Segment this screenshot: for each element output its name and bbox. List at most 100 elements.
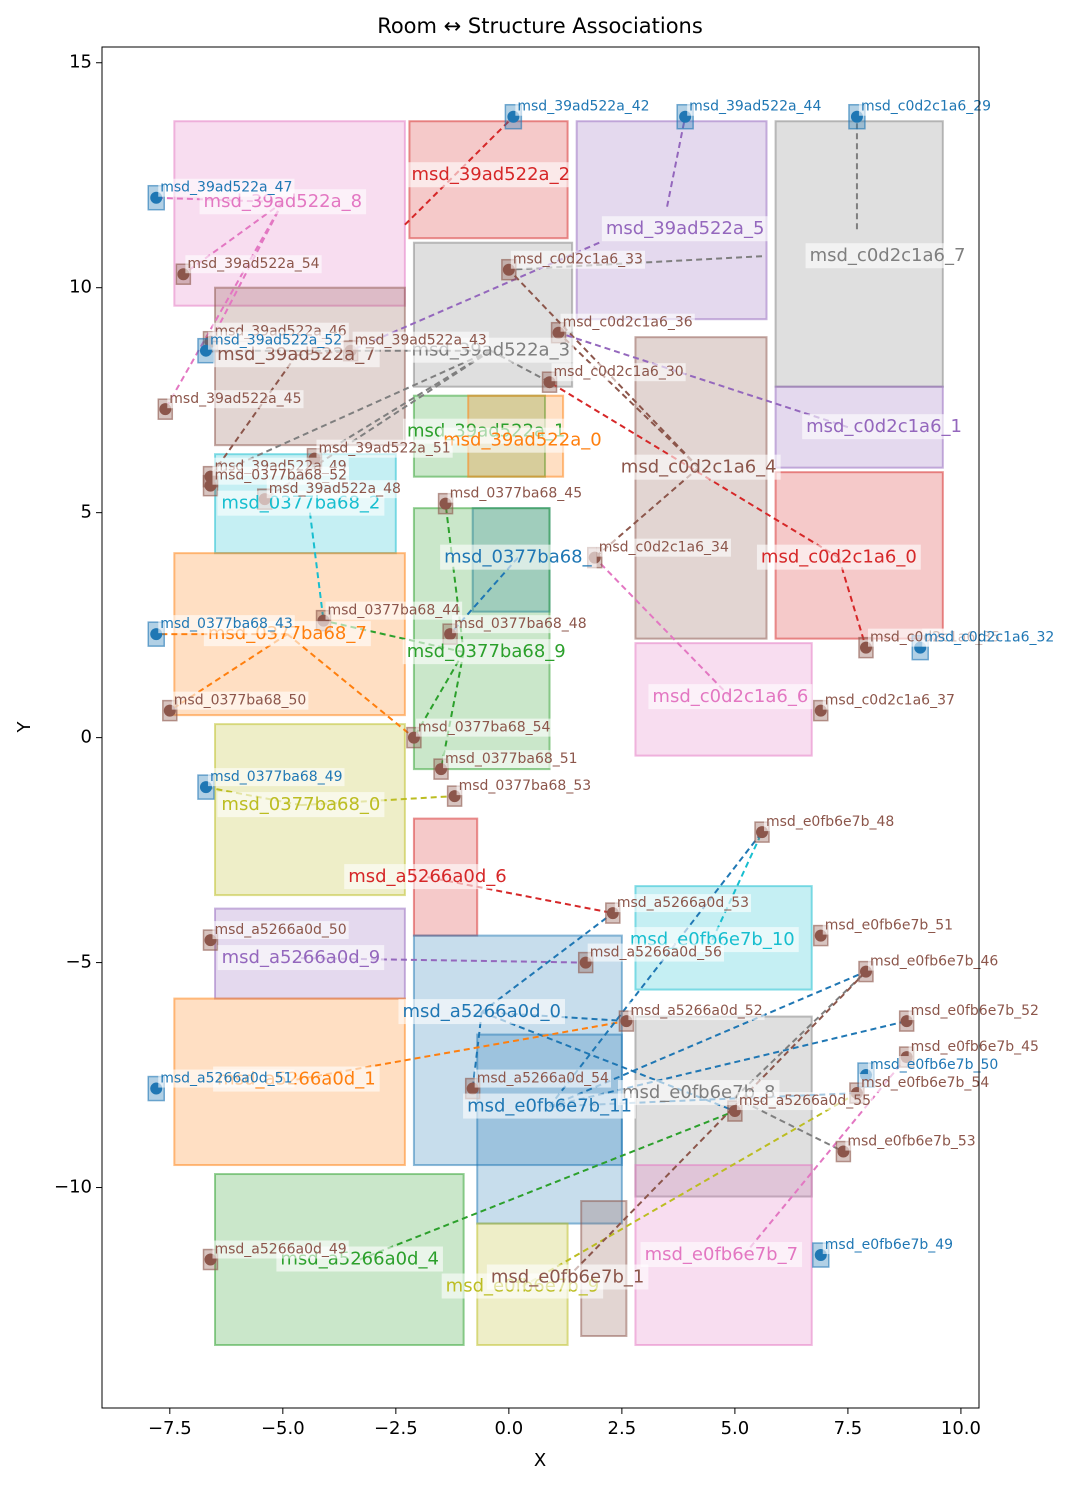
y-axis: −10 −5 0 5 10 15	[54, 52, 102, 1198]
structure-label-group-msd-0377ba68-51: msd_0377ba68_51	[443, 750, 580, 769]
structure-label-msd-c0d2c1a6-37: msd_c0d2c1a6_37	[825, 693, 955, 709]
structure-label-msd-0377ba68-43: msd_0377ba68_43	[160, 616, 293, 632]
structure-label-group-msd-e0fb6e7b-50: msd_e0fb6e7b_50	[867, 1056, 1001, 1075]
structure-label-box	[171, 691, 309, 710]
structure-label-msd-a5266a0d-55: msd_a5266a0d_55	[739, 1093, 871, 1109]
room-label-box	[648, 684, 813, 710]
room-label-group-msd-c0d2c1a6-0: msd_c0d2c1a6_0	[756, 544, 921, 570]
structure-label-box	[316, 439, 453, 458]
room-label-box	[486, 1264, 649, 1290]
structure-label-msd-c0d2c1a6-30: msd_c0d2c1a6_30	[554, 364, 684, 380]
structure-label-box	[207, 331, 345, 350]
link-line-14	[209, 354, 298, 478]
structure-label-box	[908, 1002, 1041, 1021]
room-label-group-msd-c0d2c1a6-6: msd_c0d2c1a6_6	[648, 684, 813, 710]
link-line-11	[558, 331, 849, 429]
room-msd-e0fb6e7b-11	[476, 1033, 623, 1225]
y-tick-label: −5	[65, 952, 92, 973]
structure-label-box	[560, 313, 695, 332]
link-line-41	[481, 1011, 736, 1112]
link-line-21	[594, 556, 732, 698]
link-line-18	[549, 381, 840, 559]
structure-label-box	[447, 484, 585, 503]
structure-label-group-msd-39ad522a-54: msd_39ad522a_54	[185, 255, 322, 274]
structure-label-msd-a5266a0d-56: msd_a5266a0d_56	[590, 945, 722, 961]
structure-label-msd-e0fb6e7b-45: msd_e0fb6e7b_45	[911, 1039, 1039, 1055]
structure-label-msd-e0fb6e7b-46: msd_e0fb6e7b_46	[870, 954, 998, 970]
structure-label-msd-0377ba68-48: msd_0377ba68_48	[454, 616, 587, 632]
room-label-msd-c0d2c1a6-4: msd_c0d2c1a6_4	[621, 457, 777, 478]
structure-label-msd-0377ba68-50: msd_0377ba68_50	[174, 693, 307, 709]
link-line-38	[481, 912, 614, 1013]
structure-label-msd-0377ba68-49: msd_0377ba68_49	[210, 769, 343, 785]
rooms-layer	[173, 120, 944, 1347]
structure-label-box	[158, 178, 295, 197]
structure-label-group-msd-e0fb6e7b-45: msd_e0fb6e7b_45	[908, 1038, 1041, 1057]
x-tick-label: −5.0	[261, 1418, 305, 1439]
x-tick-label: −2.5	[374, 1418, 418, 1439]
structure-label-msd-a5266a0d-50: msd_a5266a0d_50	[214, 922, 346, 938]
link-line-33	[205, 786, 302, 807]
y-tick-label: −10	[54, 1177, 92, 1198]
room-label-msd-e0fb6e7b-1: msd_e0fb6e7b_1	[491, 1267, 644, 1288]
structure-label-msd-0377ba68-45: msd_0377ba68_45	[450, 486, 583, 502]
y-tick-label: 10	[69, 277, 92, 298]
room-label-box	[756, 544, 921, 570]
structure-label-box	[822, 916, 956, 935]
room-label-group-msd-0377ba68-9: msd_0377ba68_9	[402, 639, 570, 665]
structure-label-box	[908, 1038, 1041, 1057]
structure-label-box	[628, 1002, 765, 1021]
room-label-group-msd-e0fb6e7b-7: msd_e0fb6e7b_7	[640, 1242, 803, 1268]
structure-label-msd-e0fb6e7b-51: msd_e0fb6e7b_51	[825, 918, 953, 934]
structure-label-group-msd-c0d2c1a6-37: msd_c0d2c1a6_37	[822, 691, 957, 710]
structure-label-group-msd-a5266a0d-54: msd_a5266a0d_54	[474, 1069, 611, 1088]
x-axis: −7.5 −5.0 −2.5 0.0 2.5 5.0 7.5 10.0	[148, 1408, 981, 1439]
x-axis-label: X	[534, 1450, 546, 1471]
structure-label-box	[822, 691, 957, 710]
link-line-2	[666, 116, 687, 207]
structure-label-group-msd-e0fb6e7b-53: msd_e0fb6e7b_53	[845, 1132, 978, 1151]
structure-label-box	[212, 921, 349, 940]
structure-label-group-msd-39ad522a-45: msd_39ad522a_45	[167, 390, 304, 409]
room-label-msd-0377ba68-9: msd_0377ba68_9	[407, 641, 566, 662]
structure-label-msd-e0fb6e7b-48: msd_e0fb6e7b_48	[766, 814, 894, 830]
structure-label-box	[922, 628, 1057, 647]
room-label-group-msd-0377ba68-0: msd_0377ba68_0	[217, 792, 385, 818]
y-tick-label: 0	[81, 727, 92, 748]
structure-label-msd-39ad522a-45: msd_39ad522a_45	[169, 391, 301, 407]
structure-label-group-msd-a5266a0d-49: msd_a5266a0d_49	[212, 1240, 349, 1259]
structure-label-group-msd-e0fb6e7b-51: msd_e0fb6e7b_51	[822, 916, 956, 935]
structure-label-msd-39ad522a-47: msd_39ad522a_47	[160, 180, 292, 196]
link-line-52	[566, 970, 867, 1279]
link-line-6	[209, 201, 284, 343]
room-label-group-msd-e0fb6e7b-11: msd_e0fb6e7b_11	[463, 1093, 637, 1119]
room-msd-a5266a0d-0	[412, 934, 623, 1167]
link-line-24	[308, 512, 325, 621]
structure-label-group-msd-39ad522a-44: msd_39ad522a_44	[687, 97, 824, 116]
structure-label-box	[185, 255, 322, 274]
room-label-group-msd-c0d2c1a6-1: msd_c0d2c1a6_1	[802, 414, 966, 440]
structure-label-group-msd-a5266a0d-51: msd_a5266a0d_51	[158, 1069, 295, 1088]
room-label-msd-a5266a0d-6: msd_a5266a0d_6	[348, 866, 507, 887]
structure-label-box	[167, 390, 304, 409]
x-tick-label: 2.5	[608, 1418, 637, 1439]
room-label-msd-39ad522a-5: msd_39ad522a_5	[606, 218, 765, 239]
room-label-box	[439, 427, 606, 453]
structure-label-msd-a5266a0d-51: msd_a5266a0d_51	[160, 1071, 292, 1087]
structure-label-group-msd-c0d2c1a6-29: msd_c0d2c1a6_29	[858, 97, 994, 116]
link-line-32	[286, 633, 415, 739]
structure-label-msd-0377ba68-51: msd_0377ba68_51	[445, 751, 578, 767]
room-label-msd-c0d2c1a6-1: msd_c0d2c1a6_1	[806, 416, 962, 437]
structure-label-group-msd-e0fb6e7b-52: msd_e0fb6e7b_52	[908, 1002, 1041, 1021]
structure-label-box	[614, 894, 752, 913]
structure-label-box	[456, 777, 594, 796]
room-label-group-msd-a5266a0d-0: msd_a5266a0d_0	[398, 999, 566, 1025]
structure-label-box	[596, 538, 731, 557]
structure-label-box	[443, 750, 580, 769]
x-tick-label: 5.0	[721, 1418, 750, 1439]
room-label-msd-e0fb6e7b-11: msd_e0fb6e7b_11	[467, 1096, 632, 1117]
structure-label-box	[266, 480, 403, 499]
structure-label-msd-39ad522a-51: msd_39ad522a_51	[318, 441, 450, 457]
structure-label-msd-a5266a0d-49: msd_a5266a0d_49	[214, 1242, 346, 1258]
structure-label-msd-a5266a0d-53: msd_a5266a0d_53	[617, 895, 749, 911]
